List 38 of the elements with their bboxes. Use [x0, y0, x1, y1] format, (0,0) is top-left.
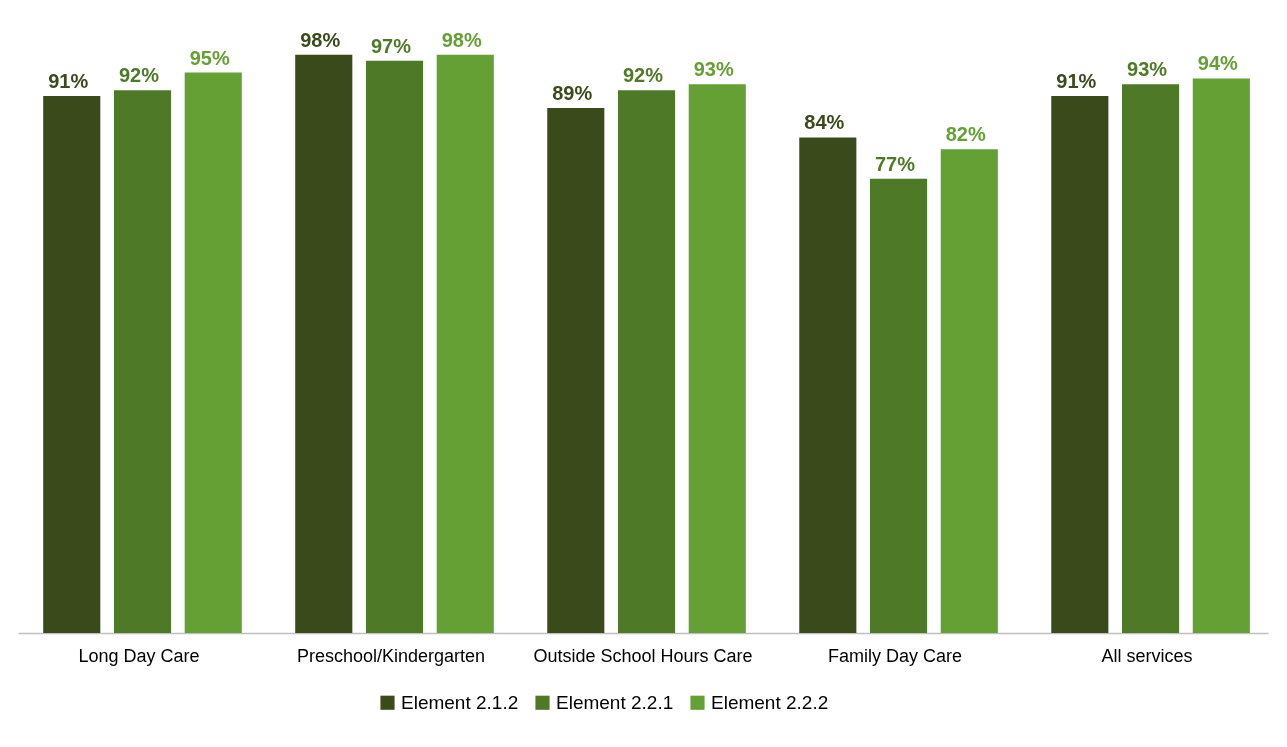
x-tick-label: Long Day Care [78, 645, 200, 666]
data-label: 98% [300, 28, 341, 51]
bar [869, 178, 928, 633]
bar [295, 54, 353, 633]
legend-label: Element 2.2.1 [556, 691, 674, 713]
bar [617, 90, 676, 633]
bar [1192, 78, 1250, 633]
bar [688, 84, 746, 633]
data-label: 82% [945, 123, 986, 146]
bar [184, 72, 242, 633]
bar [1122, 84, 1180, 633]
bar [436, 54, 494, 633]
legend-label: Element 2.2.2 [711, 691, 829, 713]
x-tick-label: Preschool/Kindergarten [296, 645, 486, 666]
bar [365, 60, 424, 633]
legend-label: Element 2.1.2 [401, 691, 519, 713]
x-tick-label: Outside School Hours Care [533, 645, 753, 666]
data-label: 98% [441, 28, 482, 51]
x-tick-label: All services [1101, 645, 1193, 666]
data-label: 77% [875, 152, 916, 175]
data-label: 93% [1127, 58, 1168, 81]
data-label: 89% [552, 81, 593, 104]
bar [799, 137, 857, 633]
data-label: 92% [622, 64, 664, 87]
bar [547, 107, 605, 633]
bar [940, 149, 998, 633]
data-label: 93% [693, 58, 734, 81]
data-label: 84% [804, 111, 845, 134]
data-label: 97% [370, 34, 412, 57]
bar [43, 96, 101, 633]
data-label: 94% [1197, 52, 1238, 75]
x-tick-label: Family Day Care [828, 645, 963, 666]
data-label: 92% [118, 64, 160, 87]
bar [113, 90, 172, 633]
data-label: 91% [48, 70, 89, 93]
data-label: 91% [1056, 70, 1097, 93]
bar [1051, 96, 1109, 633]
data-label: 95% [189, 46, 230, 69]
